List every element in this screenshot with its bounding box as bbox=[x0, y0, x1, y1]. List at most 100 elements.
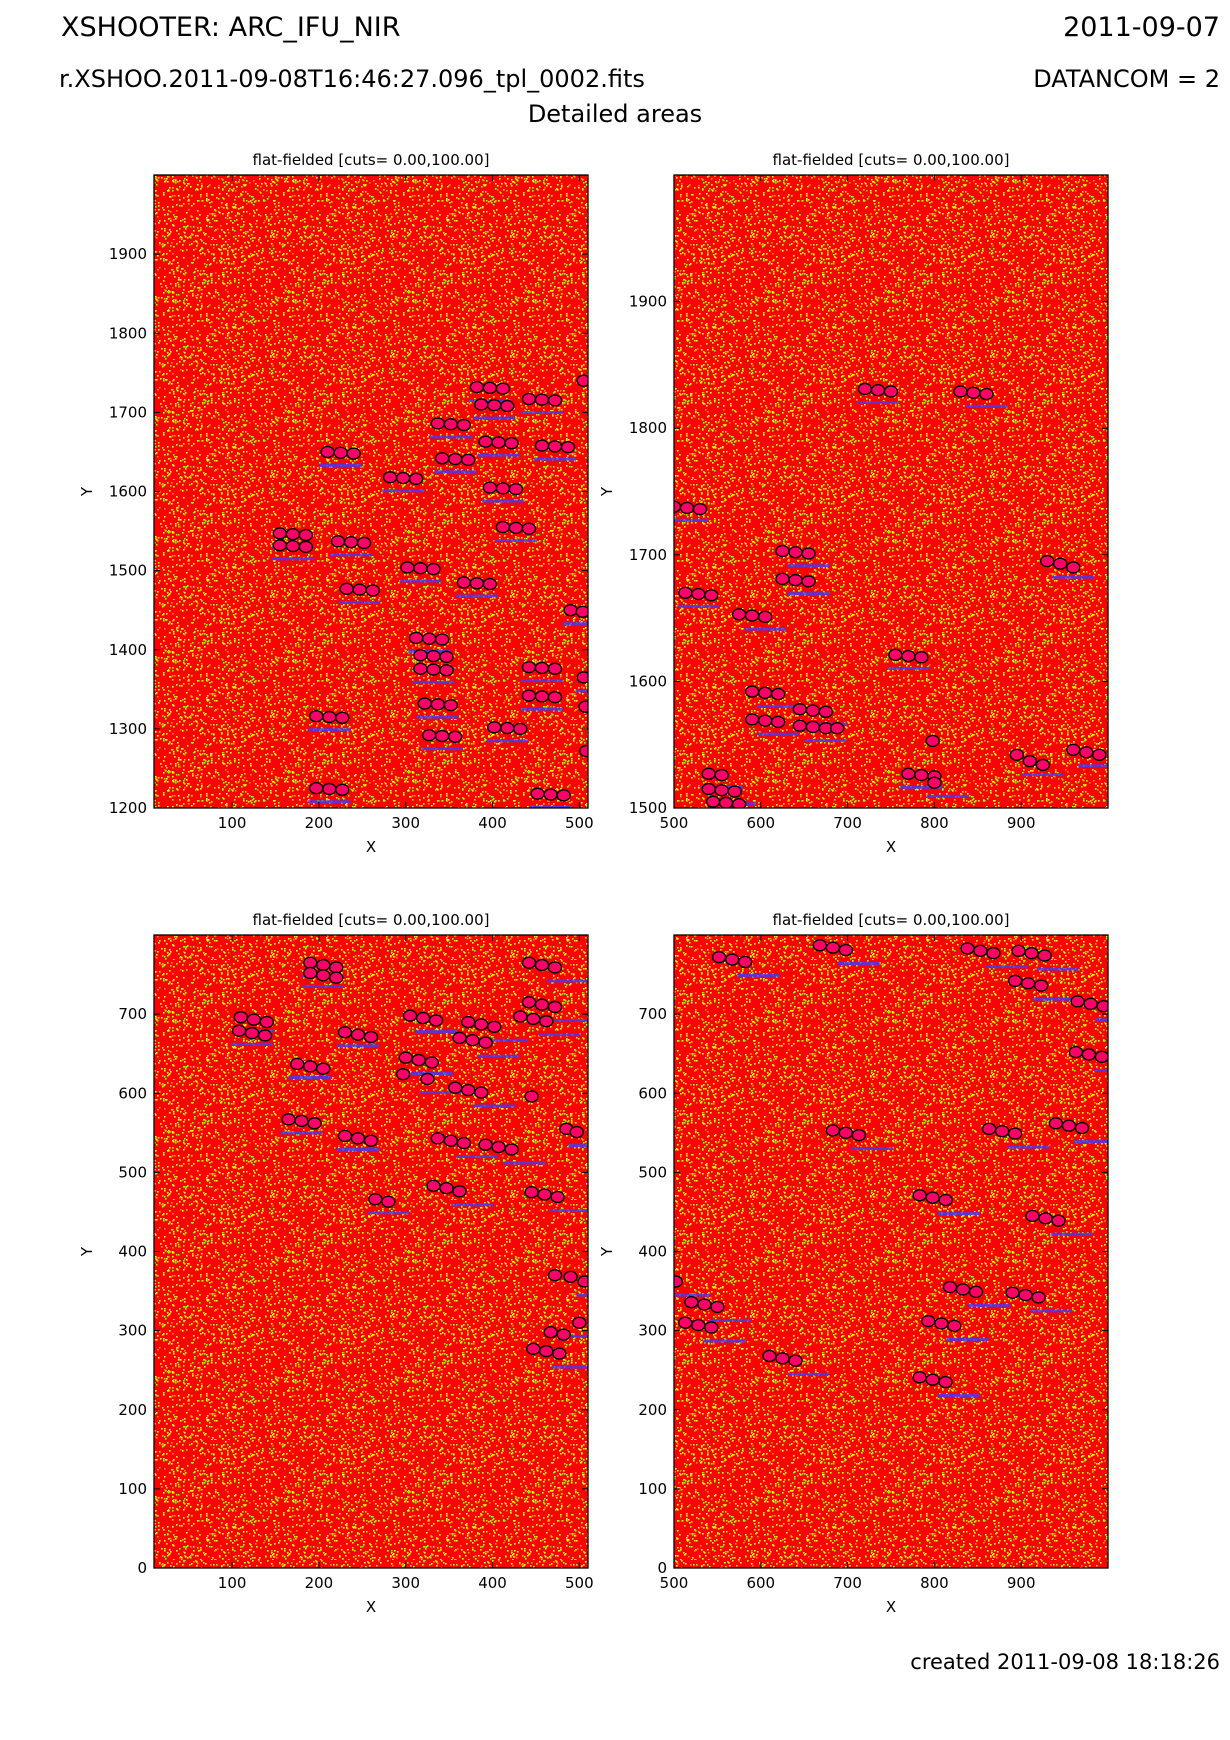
spectral-line bbox=[520, 410, 563, 414]
detector-image bbox=[674, 935, 1108, 1568]
line-marker bbox=[231, 1024, 247, 1037]
y-tick-label: 600 bbox=[118, 1084, 147, 1102]
y-tick-label: 1700 bbox=[109, 403, 147, 421]
spectral-line bbox=[1078, 764, 1108, 768]
line-marker bbox=[434, 452, 450, 465]
line-marker bbox=[320, 445, 335, 459]
spectral-line bbox=[1021, 773, 1064, 777]
line-marker bbox=[395, 1068, 411, 1081]
detector-image bbox=[154, 935, 588, 1568]
panel-title: flat-fielded [cuts= 0.00,100.00] bbox=[773, 911, 1010, 929]
line-marker bbox=[691, 1318, 706, 1332]
y-axis-label: Y bbox=[598, 486, 616, 497]
line-marker bbox=[335, 783, 350, 797]
y-tick-label: 700 bbox=[118, 1005, 147, 1023]
spectral-line bbox=[703, 1339, 746, 1343]
line-marker bbox=[912, 1189, 927, 1202]
spectral-line bbox=[804, 738, 847, 742]
x-tick-label: 800 bbox=[920, 1574, 949, 1592]
y-tick-label: 400 bbox=[638, 1243, 667, 1261]
line-marker bbox=[744, 609, 760, 622]
x-tick-label: 500 bbox=[565, 814, 594, 832]
spectral-line bbox=[416, 715, 459, 719]
line-marker bbox=[491, 436, 506, 449]
line-marker bbox=[1038, 1212, 1053, 1225]
line-marker bbox=[259, 1015, 275, 1029]
spectral-line bbox=[455, 594, 498, 598]
line-marker bbox=[303, 1060, 318, 1073]
line-marker bbox=[363, 1134, 379, 1147]
spectral-line bbox=[757, 732, 800, 736]
spectral-line bbox=[1030, 1309, 1073, 1313]
line-marker bbox=[727, 785, 742, 798]
line-marker bbox=[272, 539, 288, 552]
x-tick-label: 900 bbox=[1007, 814, 1036, 832]
panel-title: flat-fielded [cuts= 0.00,100.00] bbox=[253, 911, 490, 929]
line-marker bbox=[563, 603, 578, 617]
spectral-line bbox=[562, 622, 588, 626]
spectral-line bbox=[968, 1303, 1011, 1307]
line-marker bbox=[710, 1300, 725, 1314]
line-marker bbox=[456, 576, 472, 589]
line-marker bbox=[718, 796, 734, 808]
line-marker bbox=[704, 589, 719, 602]
line-marker bbox=[382, 471, 398, 484]
line-marker bbox=[534, 393, 550, 406]
line-marker bbox=[420, 1072, 435, 1086]
line-marker bbox=[775, 572, 790, 586]
line-marker bbox=[428, 1014, 444, 1027]
spectral-line bbox=[336, 1147, 379, 1151]
line-marker bbox=[337, 1026, 353, 1039]
line-marker bbox=[350, 1132, 366, 1145]
line-marker bbox=[434, 729, 450, 743]
spectral-line bbox=[677, 604, 720, 608]
spectral-line bbox=[926, 794, 969, 798]
line-marker bbox=[439, 650, 454, 664]
line-marker bbox=[352, 583, 367, 596]
spectral-line bbox=[1052, 575, 1095, 579]
line-marker bbox=[543, 788, 558, 801]
spectral-line bbox=[887, 666, 930, 670]
line-marker bbox=[281, 1113, 296, 1126]
x-tick-label: 600 bbox=[746, 814, 775, 832]
line-marker bbox=[257, 1029, 273, 1042]
spectral-line bbox=[231, 1042, 274, 1046]
x-axis-label: X bbox=[366, 1598, 376, 1616]
line-marker bbox=[966, 386, 981, 399]
line-marker bbox=[333, 446, 348, 459]
spectral-line bbox=[481, 499, 524, 503]
line-marker bbox=[925, 1191, 940, 1204]
line-marker bbox=[487, 1020, 502, 1033]
y-tick-label: 200 bbox=[638, 1401, 667, 1419]
spectral-line bbox=[787, 592, 830, 596]
line-marker bbox=[1037, 949, 1052, 962]
line-marker bbox=[537, 1188, 552, 1201]
line-marker bbox=[572, 1316, 587, 1329]
panel-4: 500 600 700 800 900 0 100 200 300 400 500 600 700 fla… bbox=[598, 911, 1109, 1616]
line-marker bbox=[363, 1030, 379, 1044]
y-tick-label: 1200 bbox=[109, 799, 147, 817]
line-marker bbox=[426, 663, 441, 676]
line-marker bbox=[801, 575, 816, 588]
line-marker bbox=[456, 1136, 472, 1150]
line-marker bbox=[1011, 944, 1026, 958]
line-marker bbox=[487, 399, 502, 412]
y-tick-label: 300 bbox=[118, 1322, 147, 1340]
line-marker bbox=[938, 1375, 953, 1389]
line-marker bbox=[526, 1342, 541, 1356]
line-marker bbox=[1094, 1050, 1108, 1064]
line-marker bbox=[329, 971, 344, 984]
line-marker bbox=[434, 633, 450, 646]
line-marker bbox=[901, 767, 916, 781]
line-marker bbox=[508, 521, 524, 535]
line-marker bbox=[912, 1371, 927, 1384]
line-marker bbox=[316, 1062, 331, 1075]
created-timestamp: created 2011-09-08 18:18:26 bbox=[910, 1650, 1220, 1674]
spectral-line bbox=[965, 404, 1008, 408]
line-marker bbox=[381, 1195, 396, 1208]
spectral-line bbox=[412, 680, 455, 684]
line-marker bbox=[805, 720, 821, 734]
line-marker bbox=[757, 714, 773, 727]
line-marker bbox=[543, 1326, 558, 1339]
